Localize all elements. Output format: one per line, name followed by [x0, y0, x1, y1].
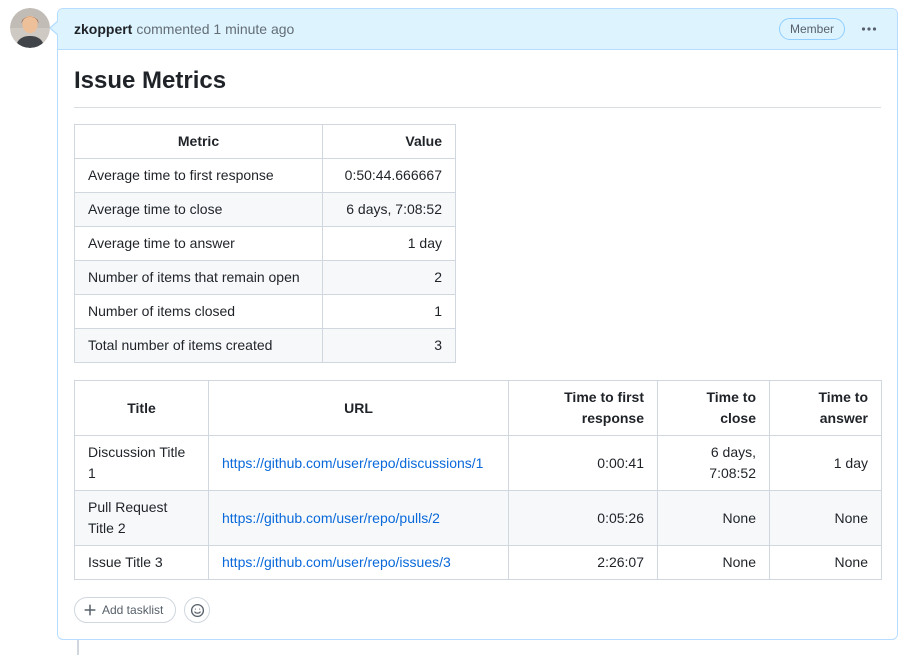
metric-name: Average time to close — [74, 192, 323, 227]
metric-value: 1 — [322, 294, 456, 329]
metric-value: 3 — [322, 328, 456, 363]
table-row: Average time to first response 0:50:44.6… — [74, 158, 456, 193]
items-header-url: URL — [208, 380, 509, 436]
item-url-link[interactable]: https://github.com/user/repo/pulls/2 — [222, 509, 440, 526]
page-title: Issue Metrics — [74, 66, 881, 108]
item-url-cell: https://github.com/user/repo/issues/3 — [208, 545, 509, 580]
items-header-tta: Time to answer — [769, 380, 882, 436]
smiley-icon — [190, 603, 205, 618]
item-url-cell: https://github.com/user/repo/discussions… — [208, 435, 509, 491]
item-title: Pull Request Title 2 — [74, 490, 209, 546]
kebab-icon — [861, 21, 877, 37]
table-row: Average time to close 6 days, 7:08:52 — [74, 192, 456, 227]
user-avatar-image — [10, 8, 50, 48]
member-badge: Member — [778, 18, 845, 40]
metric-value: 0:50:44.666667 — [322, 158, 456, 193]
metrics-table: Metric Value Average time to first respo… — [74, 124, 456, 363]
comment-header: zkoppert commented 1 minute ago Member — [58, 9, 897, 50]
comment-author-link[interactable]: zkoppert — [74, 21, 133, 37]
item-url-link[interactable]: https://github.com/user/repo/discussions… — [222, 454, 484, 471]
item-ttfr: 0:05:26 — [508, 490, 658, 546]
metric-name: Number of items that remain open — [74, 260, 323, 295]
metrics-header-value: Value — [322, 124, 456, 159]
item-tta: None — [769, 545, 882, 580]
comment-timestamp[interactable]: 1 minute ago — [213, 21, 295, 37]
items-table: Title URL Time to first response Time to… — [74, 380, 882, 580]
item-tta: None — [769, 490, 882, 546]
items-header-ttfr: Time to first response — [508, 380, 658, 436]
plus-icon — [83, 603, 97, 617]
table-row: Number of items closed 1 — [74, 294, 456, 329]
table-row: Issue Title 3 https://github.com/user/re… — [74, 545, 882, 580]
table-row: Average time to answer 1 day — [74, 226, 456, 261]
metric-name: Average time to answer — [74, 226, 323, 261]
item-ttc: 6 days, 7:08:52 — [657, 435, 770, 491]
metric-name: Average time to first response — [74, 158, 323, 193]
item-ttc: None — [657, 490, 770, 546]
metric-name: Total number of items created — [74, 328, 323, 363]
item-ttfr: 0:00:41 — [508, 435, 658, 491]
add-tasklist-label: Add tasklist — [102, 603, 164, 617]
metric-value: 1 day — [322, 226, 456, 261]
comment-action: commented — [136, 21, 210, 37]
add-tasklist-button[interactable]: Add tasklist — [74, 597, 177, 623]
items-header-row: Title URL Time to first response Time to… — [74, 380, 882, 436]
comment-action-text: commented 1 minute ago — [136, 21, 294, 37]
comment-body: Issue Metrics Metric Value Average time … — [58, 50, 897, 639]
items-header-title: Title — [74, 380, 209, 436]
item-tta: 1 day — [769, 435, 882, 491]
comment-footer: Add tasklist — [74, 597, 881, 623]
metric-value: 2 — [322, 260, 456, 295]
item-ttfr: 2:26:07 — [508, 545, 658, 580]
item-title: Discussion Title 1 — [74, 435, 209, 491]
item-url-cell: https://github.com/user/repo/pulls/2 — [208, 490, 509, 546]
item-url-link[interactable]: https://github.com/user/repo/issues/3 — [222, 554, 451, 570]
emoji-reaction-button[interactable] — [184, 597, 211, 623]
items-header-ttc: Time to close — [657, 380, 770, 436]
item-ttc: None — [657, 545, 770, 580]
kebab-menu-button[interactable] — [857, 17, 881, 41]
comment-card: zkoppert commented 1 minute ago Member I… — [49, 8, 898, 640]
table-row: Discussion Title 1 https://github.com/us… — [74, 435, 882, 491]
table-row: Total number of items created 3 — [74, 328, 456, 363]
metric-value: 6 days, 7:08:52 — [322, 192, 456, 227]
table-row: Number of items that remain open 2 — [74, 260, 456, 295]
avatar[interactable] — [10, 8, 50, 48]
metric-name: Number of items closed — [74, 294, 323, 329]
table-row: Pull Request Title 2 https://github.com/… — [74, 490, 882, 546]
metrics-header-metric: Metric — [74, 124, 323, 159]
metrics-header-row: Metric Value — [74, 124, 456, 159]
item-title: Issue Title 3 — [74, 545, 209, 580]
